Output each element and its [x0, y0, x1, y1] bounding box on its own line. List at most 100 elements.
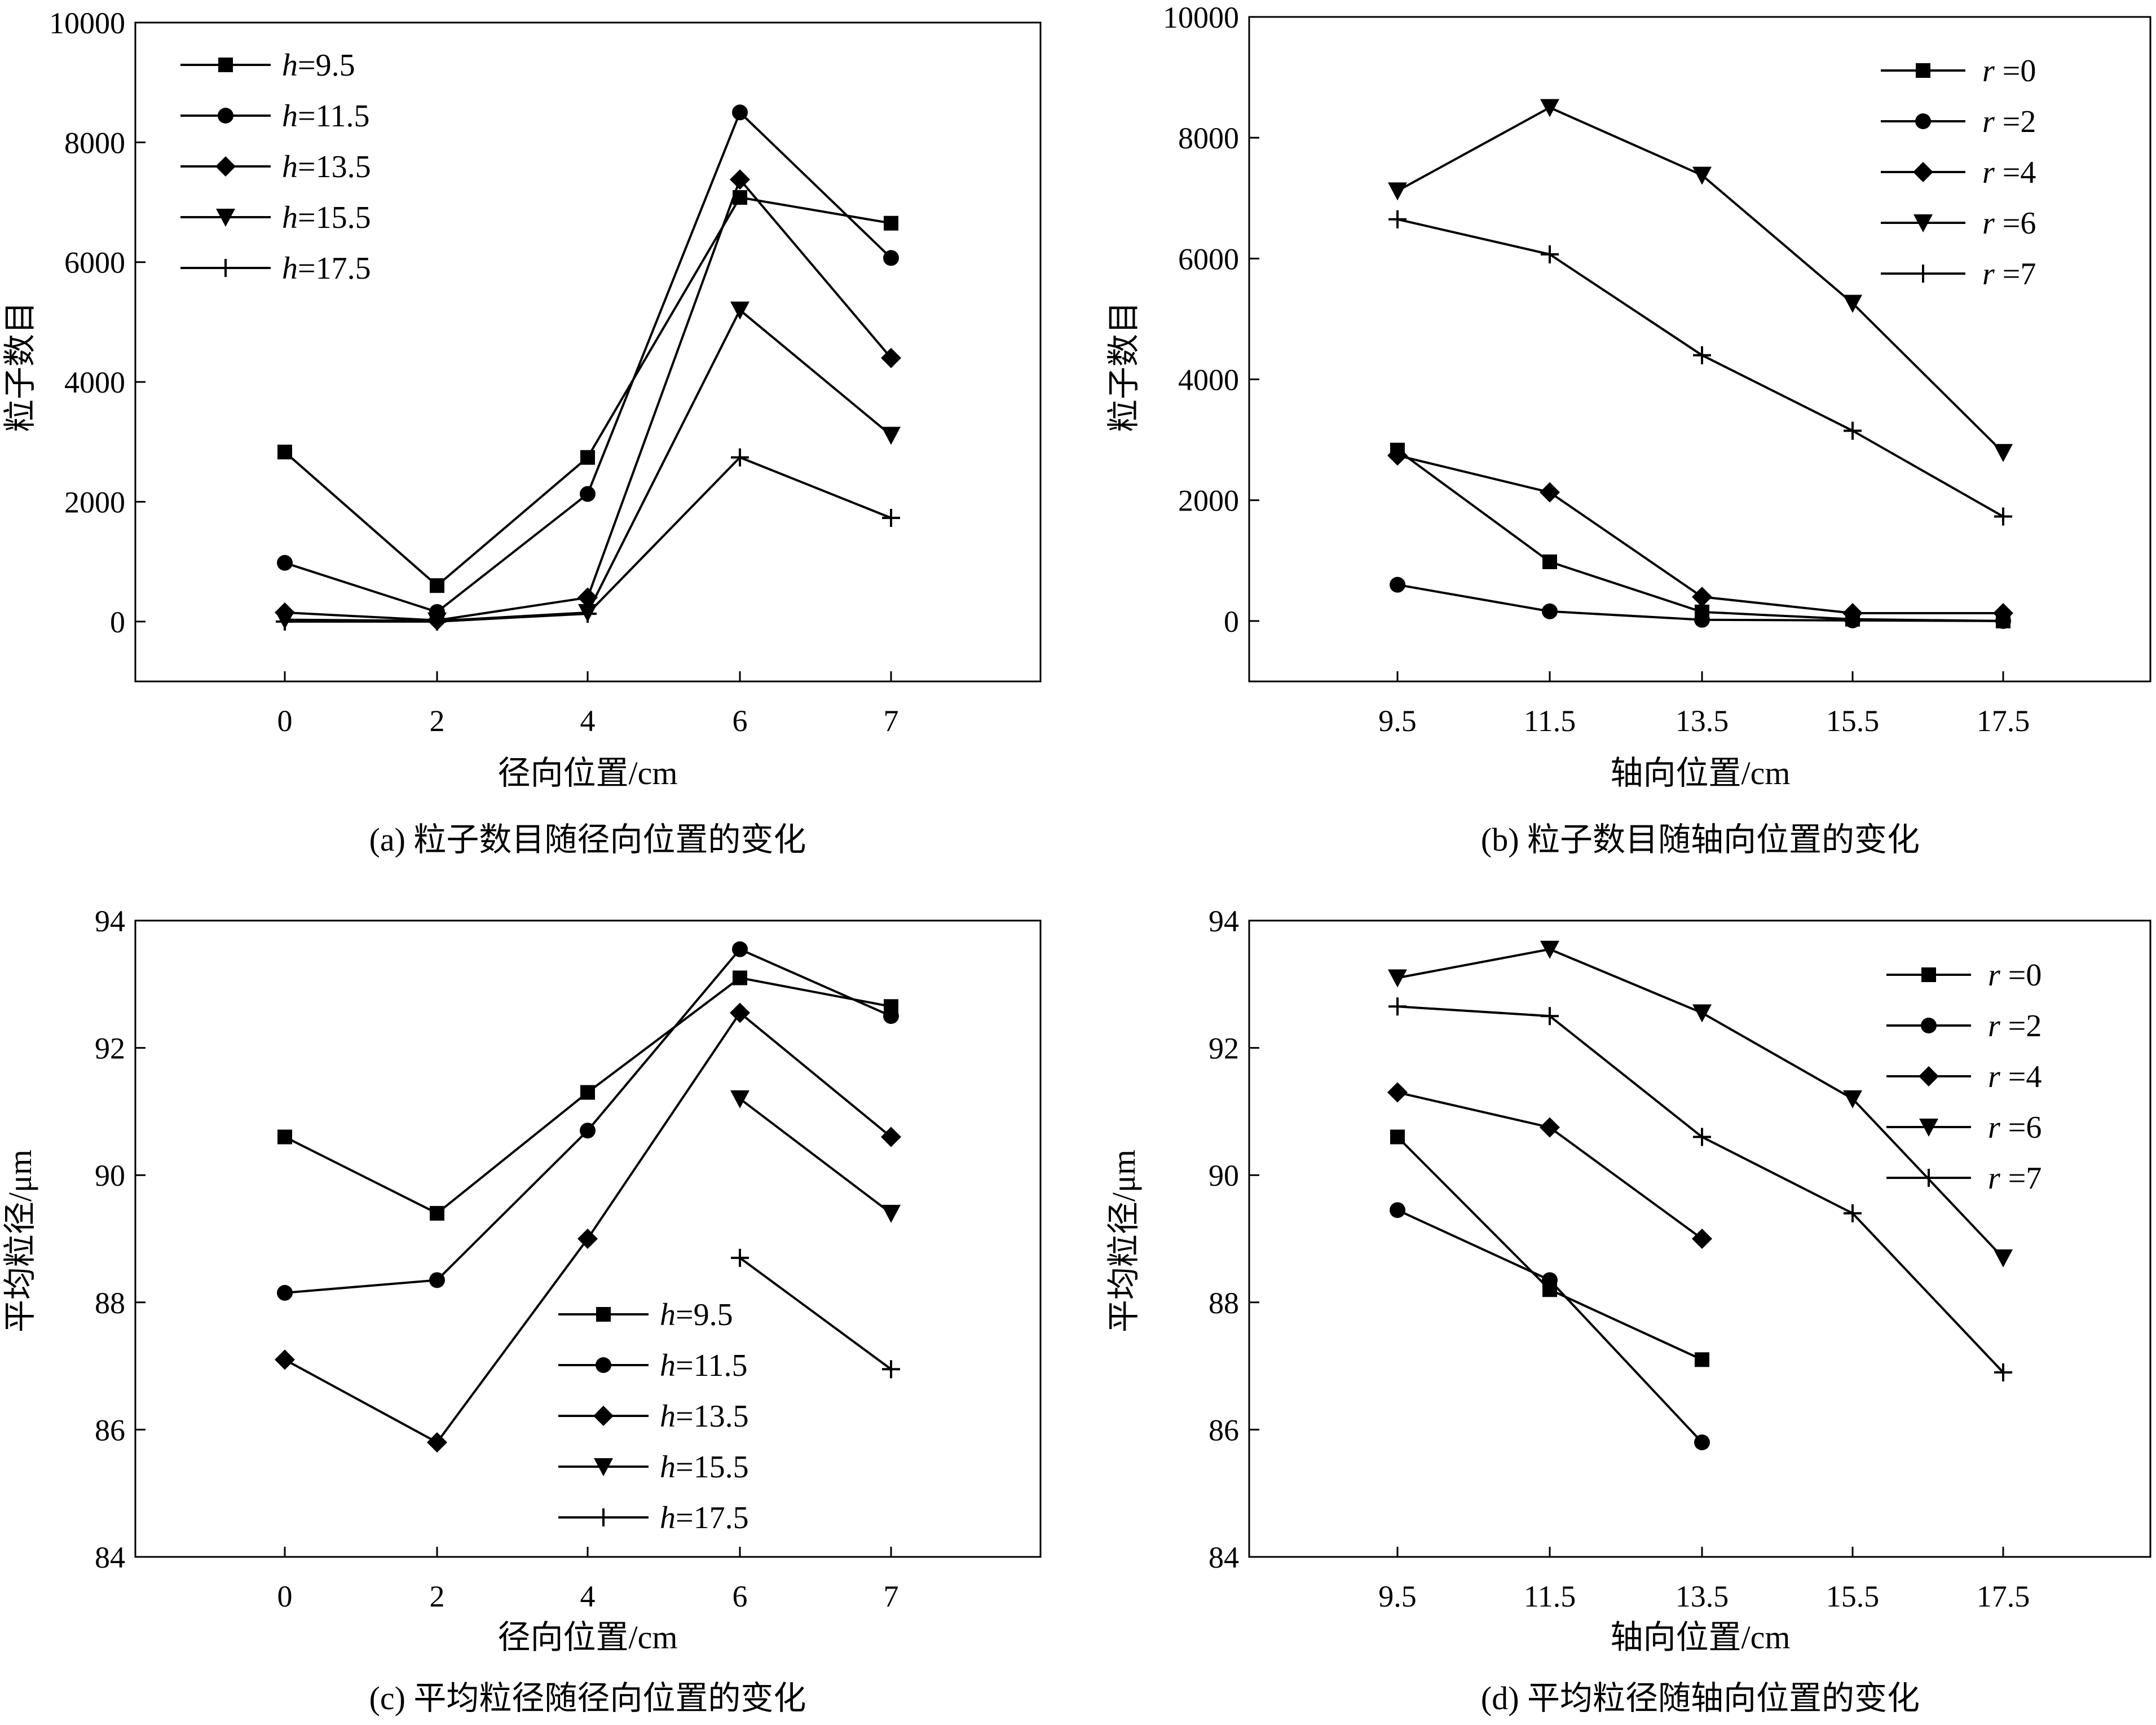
- series-r-7: [1388, 997, 2012, 1381]
- data-point: [1993, 602, 2013, 623]
- legend-marker: [217, 259, 235, 277]
- legend-marker: [1919, 1119, 1938, 1137]
- data-point: [275, 1349, 295, 1370]
- x-tick-label: 4: [580, 1579, 596, 1613]
- data-point: [580, 1085, 595, 1100]
- x-tick-label: 15.5: [1826, 1579, 1880, 1613]
- data-point: [1994, 1363, 2012, 1381]
- data-point: [732, 941, 748, 957]
- data-point: [1692, 587, 1712, 608]
- legend-label: h=9.5: [282, 48, 355, 83]
- series-line: [1397, 948, 2004, 1259]
- legend-label: r =0: [1982, 54, 2036, 89]
- x-tick-label: 0: [277, 704, 293, 738]
- series-line: [1396, 1136, 1703, 1361]
- y-tick-label: 10000: [49, 6, 125, 40]
- series-line: [1397, 218, 2004, 518]
- x-tick-label: 7: [884, 704, 899, 738]
- data-point: [730, 169, 750, 190]
- legend: r =0 r =2 r =4 r =6 r =7: [1881, 54, 2036, 292]
- legend-label: r =7: [1982, 257, 2036, 292]
- series-h-17.5: [276, 448, 900, 631]
- legend-label: r =4: [1988, 1059, 2042, 1094]
- data-point: [731, 1248, 749, 1267]
- series-h-11.5: [277, 104, 899, 620]
- legend-marker: [216, 209, 235, 227]
- data-point: [1388, 997, 1407, 1016]
- data-point: [1540, 482, 1560, 503]
- y-tick-label: 86: [1209, 1413, 1239, 1447]
- chart-panel-d: 84 86 88 90 92 94 9.5 11.5 13.5 15.5 17.5 轴向位置/cm 平均…: [1105, 904, 2151, 1717]
- x-tick-label: 2: [430, 704, 445, 738]
- series-h-13.5: [275, 169, 901, 631]
- series-h-17.5: [731, 1248, 900, 1379]
- series-h-15.5: [275, 301, 901, 631]
- series-r-0: [1390, 1129, 1709, 1367]
- y-tick-label: 10000: [1163, 1, 1239, 34]
- series-line: [284, 177, 892, 622]
- legend-marker: [593, 1406, 614, 1426]
- chart-panel-c: 84 86 88 90 92 94 0 2 4 6 7 径向位置/cm 平均粒径/μm (c) 平均粒径随…: [2, 904, 1042, 1717]
- x-tick-label: 6: [733, 1579, 748, 1613]
- data-point: [1388, 182, 1407, 201]
- y-tick-label: 2000: [1178, 484, 1239, 518]
- data-point: [1540, 99, 1559, 117]
- data-point: [1390, 1129, 1405, 1145]
- data-point: [881, 347, 901, 368]
- data-point: [1542, 603, 1558, 619]
- legend-label: h=17.5: [660, 1500, 749, 1535]
- series-line: [1397, 1209, 1703, 1444]
- series-r-6: [1388, 940, 2013, 1268]
- series-h-9.5: [277, 970, 898, 1221]
- legend-label: h=13.5: [660, 1399, 749, 1434]
- data-point: [733, 970, 747, 985]
- legend-label: h=13.5: [282, 149, 371, 184]
- y-axis-label: 粒子数目: [1105, 301, 1142, 432]
- legend-marker: [596, 1307, 611, 1322]
- legend-marker: [1913, 162, 1933, 182]
- data-point: [1694, 611, 1710, 628]
- y-tick-label: 94: [95, 904, 125, 938]
- x-tick-label: 11.5: [1524, 704, 1576, 738]
- x-tick-label: 7: [884, 1579, 899, 1613]
- data-point: [1994, 507, 2012, 526]
- legend-label: r =2: [1988, 1009, 2042, 1044]
- data-point: [883, 250, 899, 266]
- x-axis-label: 径向位置/cm: [498, 1619, 678, 1656]
- legend-label: h=15.5: [282, 200, 371, 235]
- data-point: [577, 1229, 598, 1249]
- data-point: [1694, 1434, 1710, 1450]
- y-tick-label: 4000: [1178, 363, 1239, 397]
- legend-label: h=17.5: [282, 251, 371, 286]
- data-point: [884, 215, 898, 231]
- plot-frame: [134, 21, 1042, 683]
- data-point: [430, 578, 444, 593]
- data-point: [881, 1204, 901, 1223]
- data-point: [883, 1008, 899, 1024]
- data-point: [1994, 444, 2013, 463]
- plot-frame: [1248, 16, 2151, 683]
- x-tick-label: 9.5: [1378, 704, 1417, 738]
- chart-caption: (d) 平均粒径随轴向位置的变化: [1481, 1680, 1920, 1717]
- legend-marker: [596, 1357, 611, 1373]
- data-point: [1542, 1272, 1558, 1288]
- x-tick-label: 17.5: [1977, 1579, 2030, 1613]
- data-point: [1843, 294, 1862, 313]
- series-line: [284, 110, 892, 614]
- x-tick-label: 15.5: [1826, 704, 1880, 738]
- chart-panel-a: 0 2000 4000 6000 8000 10000 0 2 4 6 7 径向位置/cm 粒子数目 (a…: [2, 6, 1042, 858]
- series-r-6: [1388, 99, 2013, 463]
- data-point: [580, 450, 595, 465]
- x-tick-label: 11.5: [1524, 1579, 1576, 1613]
- y-tick-label: 0: [110, 605, 125, 639]
- legend-label: r =0: [1988, 958, 2042, 993]
- data-point: [730, 301, 749, 320]
- series-h-15.5: [730, 1090, 901, 1223]
- legend-marker: [1921, 1018, 1937, 1033]
- data-point: [1388, 210, 1407, 228]
- x-tick-label: 9.5: [1378, 1579, 1417, 1613]
- data-point: [730, 1002, 750, 1023]
- data-point: [277, 1129, 292, 1145]
- data-point: [1994, 1249, 2013, 1268]
- y-tick-label: 2000: [64, 485, 125, 519]
